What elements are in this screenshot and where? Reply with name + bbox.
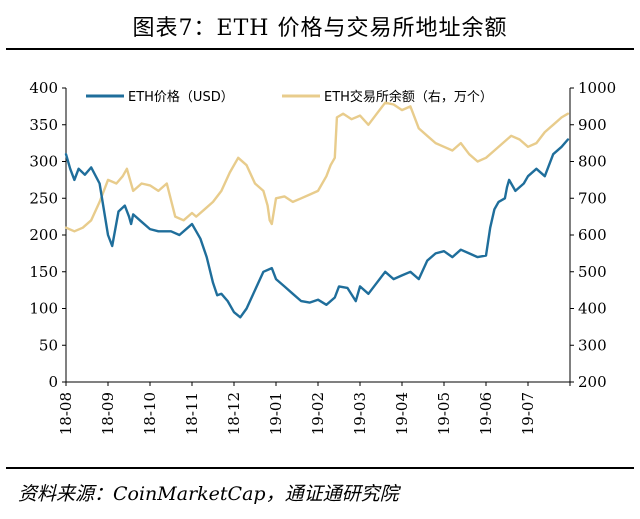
y-right-tick-label: 700 [578, 189, 607, 207]
y-left-tick-label: 350 [29, 116, 58, 134]
legend-price-label: ETH价格（USD） [128, 89, 234, 105]
source-divider [6, 467, 634, 469]
y-left-tick-label: 50 [39, 336, 58, 354]
x-tick-label: 19-07 [519, 392, 537, 435]
y-right-tick-label: 1000 [578, 79, 616, 97]
x-tick-label: 18-09 [99, 392, 117, 435]
axes: 0 50 100 150 200 250 300 350 400 200 300 400 500 600 7… [29, 79, 616, 435]
x-tick-label: 18-08 [57, 392, 75, 435]
legend: ETH价格（USD） ETH交易所余额（右，万个） [86, 89, 493, 105]
y-left-tick-label: 150 [29, 263, 58, 281]
x-tick-label: 19-01 [267, 392, 285, 435]
x-tick-label: 19-04 [393, 392, 411, 435]
x-tick-label: 19-03 [351, 392, 369, 435]
source-note: 资料来源：CoinMarketCap，通证通研究院 [18, 483, 399, 505]
x-tick-label: 19-06 [477, 392, 495, 435]
y-right-tick-label: 600 [578, 226, 607, 244]
balance-series-line [64, 101, 570, 233]
y-left-tick-label: 250 [29, 189, 58, 207]
y-left-tick-label: 200 [29, 226, 58, 244]
y-left-tick-label: 400 [29, 79, 58, 97]
x-tick-label: 19-02 [309, 392, 327, 435]
y-right-tick-label: 500 [578, 263, 607, 281]
price-series-line [64, 138, 570, 319]
figure-title: 图表7：ETH 价格与交易所地址余额 [132, 16, 508, 41]
y-left-tick-label: 0 [48, 373, 58, 391]
y-right-tick-label: 800 [578, 153, 607, 171]
title-divider [6, 48, 634, 50]
y-right-tick-label: 900 [578, 116, 607, 134]
x-tick-label: 18-11 [183, 392, 201, 435]
x-tick-label: 18-12 [225, 392, 243, 435]
y-left-tick-label: 100 [29, 300, 58, 318]
y-left-tick-label: 300 [29, 153, 58, 171]
legend-balance-label: ETH交易所余额（右，万个） [324, 89, 493, 105]
y-right-tick-label: 300 [578, 336, 607, 354]
y-right-tick-label: 400 [578, 300, 607, 318]
x-tick-label: 18-10 [141, 392, 159, 435]
y-right-tick-label: 200 [578, 373, 607, 391]
x-tick-label: 19-05 [435, 392, 453, 435]
series-group [64, 101, 570, 319]
